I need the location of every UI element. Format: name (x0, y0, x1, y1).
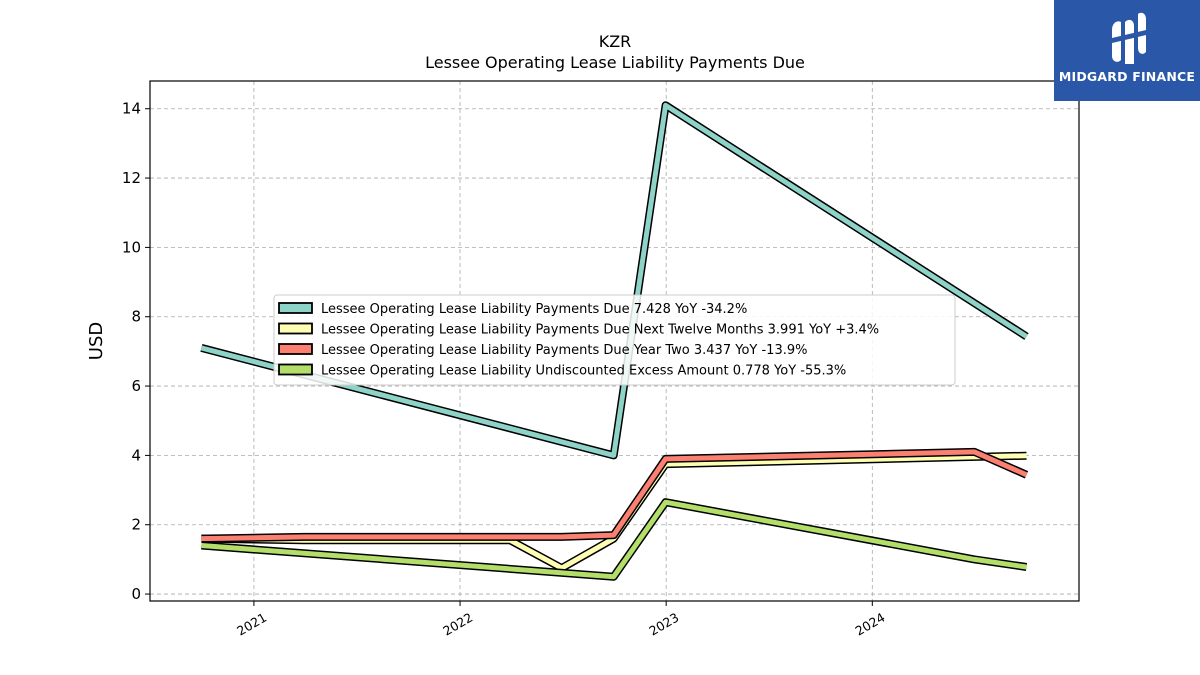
legend: Lessee Operating Lease Liability Payment… (273, 294, 956, 386)
y-tick-label: 2 (131, 516, 141, 534)
series-line-outline (200, 101, 1029, 460)
legend-swatch (278, 343, 313, 355)
x-tick-label: 2023 (646, 610, 681, 639)
y-tick-label: 8 (131, 308, 141, 326)
series-4 (201, 498, 1028, 581)
series-line (201, 449, 1028, 542)
y-tick-label: 0 (131, 585, 141, 603)
y-tick-label: 14 (122, 100, 141, 118)
y-tick-label: 10 (122, 238, 141, 256)
midgard-logo-icon (1112, 12, 1146, 64)
legend-swatch (278, 322, 313, 335)
series-line-outline (201, 447, 1029, 543)
x-tick-label: 2022 (440, 610, 475, 639)
y-axis-label: USD (86, 322, 107, 360)
series-line (200, 102, 1028, 458)
y-tick-label: 6 (131, 377, 141, 395)
legend-entry-label: Lessee Operating Lease Liability Undisco… (321, 364, 846, 379)
series-lines (200, 101, 1029, 581)
x-tick-label: 2021 (234, 610, 269, 639)
legend-swatch (278, 302, 313, 314)
y-axis: 0 2 4 6 8 10 12 14 (122, 100, 150, 603)
series-line (201, 499, 1027, 580)
series-3 (201, 447, 1029, 543)
x-axis: 2021 2022 2023 2024 (234, 601, 888, 639)
legend-box (273, 294, 956, 386)
brand-logo: MIDGARD FINANCE (1054, 0, 1200, 101)
plot-frame (149, 80, 1080, 602)
y-tick-label: 12 (122, 169, 141, 187)
y-tick-label: 4 (131, 446, 141, 464)
x-tick-label: 2024 (853, 610, 888, 639)
legend-entry-label: Lessee Operating Lease Liability Payment… (321, 323, 879, 338)
chart-title: KZR (599, 32, 632, 51)
legend-swatch (278, 363, 313, 376)
chart-subtitle: Lessee Operating Lease Liability Payment… (425, 53, 805, 72)
series-1 (200, 101, 1029, 460)
legend-entry-label: Lessee Operating Lease Liability Payment… (321, 343, 807, 358)
legend-entry-label: Lessee Operating Lease Liability Payment… (321, 302, 747, 317)
brand-name: MIDGARD FINANCE (1058, 69, 1196, 84)
